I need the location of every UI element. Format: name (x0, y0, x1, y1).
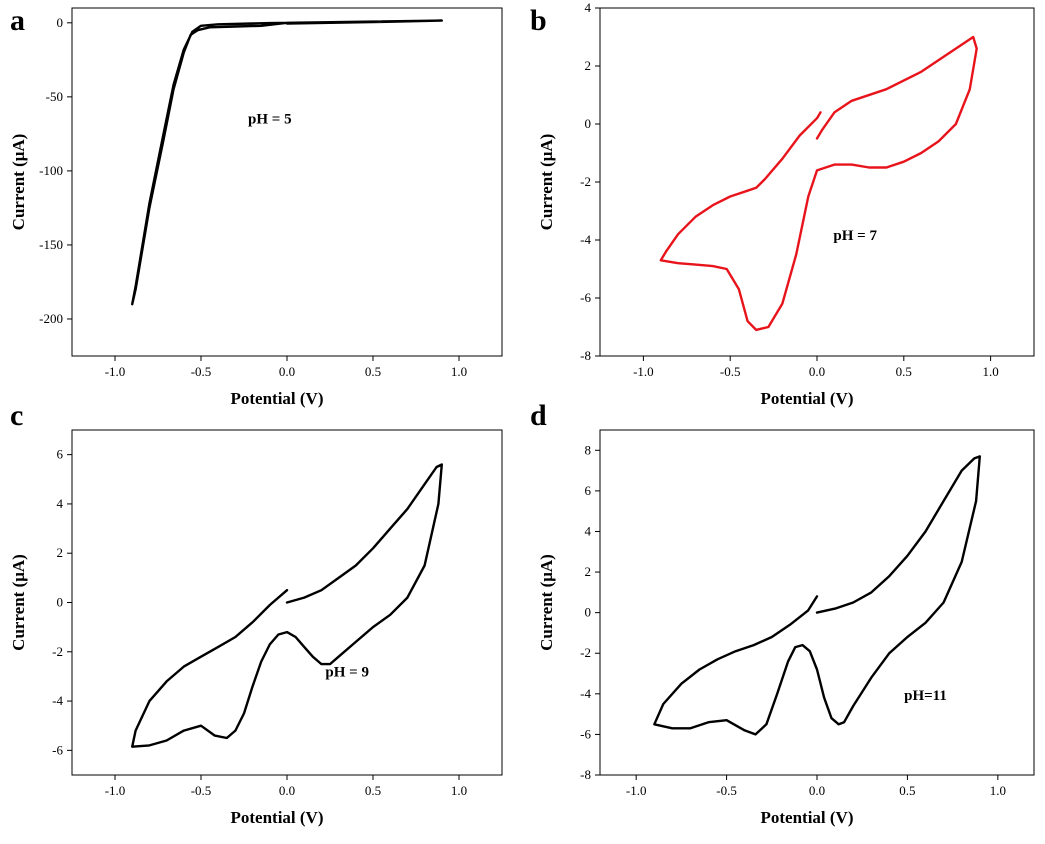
panel-b-y-tick-label: 4 (585, 0, 592, 15)
panel-b-x-axis-label: Potential (V) (760, 389, 853, 408)
panel-b-x-tick-label: -1.0 (633, 364, 654, 379)
panel-d-x-tick-label: 1.0 (990, 783, 1006, 798)
panel-b-plot-frame (599, 7, 1035, 357)
panel-d-y-tick-label: -4 (580, 686, 591, 701)
panel-b-y-tick-label: 0 (585, 116, 592, 131)
panel-b-annotation: pH = 7 (833, 228, 877, 244)
panel-a-annotation: pH = 5 (248, 112, 292, 128)
panel-d-y-axis-label: Current (μA) (537, 554, 556, 651)
panel-c-x-tick-label: -0.5 (191, 783, 212, 798)
panel-d-x-tick-label: -1.0 (626, 783, 647, 798)
panel-c-y-tick-label: 0 (57, 595, 64, 610)
panel-a-y-tick-label: -100 (39, 163, 63, 178)
panel-a-x-tick-label: 1.0 (451, 364, 467, 379)
panel-c-y-axis-label: Current (μA) (9, 554, 28, 651)
panel-a-cv-curve (130, 19, 443, 306)
panel-a-y-tick-label: -50 (46, 89, 63, 104)
panel-a-x-tick-label: -0.5 (191, 364, 212, 379)
panel-c-x-tick-label: 0.0 (279, 783, 295, 798)
panel-b-letter: b (530, 4, 547, 37)
panel-b-y-tick-label: -6 (580, 290, 591, 305)
panel-a-letter: a (10, 4, 25, 37)
panel-a-y-tick-label: -150 (39, 237, 63, 252)
panel-d-x-tick-label: 0.5 (899, 783, 915, 798)
panel-b: b pH = 7 Potential (V) Current (μA) -1.0… (530, 0, 1035, 408)
panel-d-y-tick-label: 0 (585, 605, 592, 620)
panel-a-x-tick-label: 0.5 (365, 364, 381, 379)
panel-d-y-tick-label: -6 (580, 726, 591, 741)
panel-a-x-tick-label: 0.0 (279, 364, 295, 379)
panel-a-y-tick-label: 0 (57, 15, 64, 30)
panel-d-x-tick-label: -0.5 (716, 783, 737, 798)
panel-a: a pH = 5 Potential (V) Current (μA) -1.0… (9, 4, 503, 408)
panel-d-y-tick-label: 6 (585, 483, 592, 498)
panel-d-y-tick-label: 8 (585, 442, 592, 457)
panel-b-x-tick-label: 0.5 (896, 364, 912, 379)
panel-b-x-tick-label: -0.5 (720, 364, 741, 379)
panel-d-cv-curve (653, 455, 981, 736)
panel-a-x-tick-label: -1.0 (105, 364, 126, 379)
panel-c-x-tick-label: 1.0 (451, 783, 467, 798)
panel-a-y-axis-label: Current (μA) (9, 134, 28, 231)
panel-d-plot-frame (599, 429, 1035, 776)
panel-d-letter: d (530, 399, 547, 432)
panel-c-cv-curve (130, 463, 443, 748)
panel-b-cv-curve (659, 35, 978, 332)
panel-a-plot-frame (71, 7, 503, 357)
panel-d: d pH=11 Potential (V) Current (μA) -1.0 -… (530, 399, 1035, 827)
panel-d-y-tick-label: -2 (580, 645, 591, 660)
panel-b-x-tick-label: 1.0 (982, 364, 998, 379)
panel-d-x-axis-label: Potential (V) (760, 808, 853, 827)
panel-b-y-axis-label: Current (μA) (537, 134, 556, 231)
panel-b-y-tick-label: -4 (580, 232, 591, 247)
panel-c-y-tick-label: 4 (57, 496, 64, 511)
panel-b-y-tick-label: 2 (585, 58, 592, 73)
panel-d-y-tick-label: -8 (580, 767, 591, 782)
panel-b-y-tick-label: -2 (580, 174, 591, 189)
panel-c: c pH = 9 Potential (V) Current (μA) -1.0… (9, 399, 503, 827)
panel-c-y-tick-label: 2 (57, 545, 64, 560)
panel-b-x-tick-label: 0.0 (809, 364, 825, 379)
panel-d-x-tick-label: 0.0 (809, 783, 825, 798)
panel-c-y-tick-label: -4 (52, 693, 63, 708)
panel-c-y-tick-label: -6 (52, 742, 63, 757)
panel-d-annotation: pH=11 (904, 688, 947, 704)
panel-c-x-tick-label: -1.0 (105, 783, 126, 798)
panel-c-y-tick-label: -2 (52, 644, 63, 659)
panel-a-x-axis-label: Potential (V) (230, 389, 323, 408)
panel-c-x-axis-label: Potential (V) (230, 808, 323, 827)
panel-d-y-tick-label: 2 (585, 564, 592, 579)
panel-d-y-tick-label: 4 (585, 523, 592, 538)
panel-b-y-tick-label: -8 (580, 348, 591, 363)
panel-c-y-tick-label: 6 (57, 447, 64, 462)
panel-a-y-tick-label: -200 (39, 311, 63, 326)
panel-c-annotation: pH = 9 (325, 664, 369, 680)
panel-c-letter: c (10, 399, 23, 432)
panel-c-x-tick-label: 0.5 (365, 783, 381, 798)
